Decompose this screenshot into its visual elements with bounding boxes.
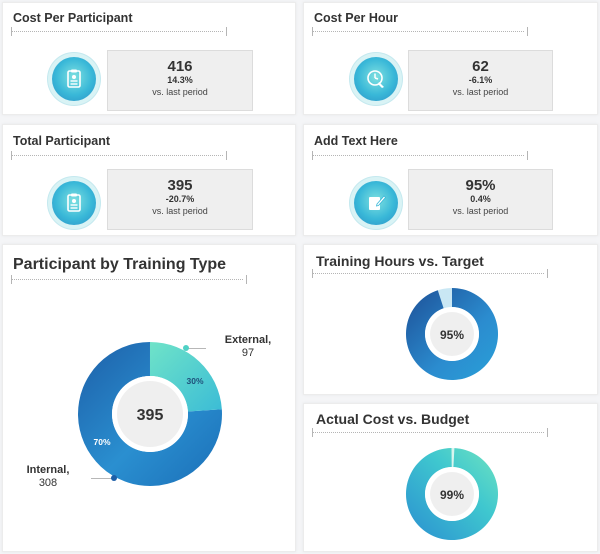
donut-center-value: 395 bbox=[137, 407, 164, 424]
donut-segment-external bbox=[150, 342, 222, 412]
donut-center-disc bbox=[117, 381, 183, 447]
kpi-subtext: vs. last period bbox=[152, 87, 208, 97]
external-label-name: External, bbox=[224, 334, 272, 346]
external-callout-dot bbox=[183, 345, 189, 351]
kpi-value: 395 bbox=[167, 177, 193, 194]
kpi-subtext: vs. last period bbox=[152, 206, 208, 216]
title-divider bbox=[11, 275, 247, 284]
kpi-title: Total Participant bbox=[13, 134, 111, 148]
title-divider bbox=[312, 428, 548, 437]
kpi-card-cost-per-hour: Cost Per Hour 62 -6.1% vs. last period bbox=[303, 2, 598, 115]
donut-segment-achieved bbox=[406, 288, 498, 380]
kpi-card-cost-per-participant: Cost Per Participant 416 14.3% vs. last … bbox=[2, 2, 296, 115]
external-pct-label: 30% bbox=[186, 376, 203, 386]
donut-center-disc bbox=[430, 472, 474, 516]
kpi-box: 395 -20.7% vs. last period bbox=[107, 169, 253, 230]
clock-hand-icon bbox=[354, 57, 398, 101]
kpi-title: Cost Per Hour bbox=[314, 11, 399, 25]
participant-donut-chart: 395 30% 70% bbox=[78, 342, 223, 487]
kpi-change: 14.3% bbox=[167, 75, 193, 85]
kpi-subtext: vs. last period bbox=[452, 206, 509, 216]
internal-pct-label: 70% bbox=[93, 437, 110, 447]
internal-label-name: Internal, bbox=[26, 464, 70, 476]
title-divider bbox=[312, 27, 528, 36]
internal-callout-dot bbox=[111, 475, 117, 481]
title-divider bbox=[11, 151, 227, 160]
donut-center-disc bbox=[430, 312, 474, 356]
donut-segment-actual bbox=[405, 448, 498, 540]
donut-center-value: 95% bbox=[440, 328, 464, 342]
kpi-change: -6.1% bbox=[468, 75, 493, 85]
kpi-box: 62 -6.1% vs. last period bbox=[408, 50, 553, 111]
kpi-subtext: vs. last period bbox=[452, 87, 509, 97]
kpi-change: 0.4% bbox=[470, 194, 491, 204]
chart-title: Actual Cost vs. Budget bbox=[316, 411, 470, 427]
training-hours-donut: 95% bbox=[406, 288, 498, 380]
kpi-title: Cost Per Participant bbox=[13, 11, 133, 25]
actual-cost-donut: 99% bbox=[405, 448, 498, 540]
kpi-box: 416 14.3% vs. last period bbox=[107, 50, 253, 111]
external-label: External, 97 bbox=[218, 334, 278, 360]
chart-title: Participant by Training Type bbox=[13, 256, 227, 273]
kpi-card-add-text: Add Text Here 95% 0.4% vs. last period bbox=[303, 124, 598, 236]
clipboard-icon bbox=[52, 181, 96, 225]
internal-callout-line bbox=[91, 478, 113, 479]
actual-cost-card: Actual Cost vs. Budget 99% bbox=[303, 403, 598, 552]
kpi-box: 95% 0.4% vs. last period bbox=[408, 169, 553, 230]
chart-title: Training Hours vs. Target bbox=[316, 253, 484, 269]
clipboard-icon bbox=[52, 57, 96, 101]
internal-label-value: 308 bbox=[38, 477, 58, 489]
kpi-title: Add Text Here bbox=[314, 134, 398, 148]
kpi-value: 62 bbox=[472, 58, 489, 75]
kpi-card-total-participant: Total Participant 395 -20.7% vs. last pe… bbox=[2, 124, 296, 236]
donut-center-value: 99% bbox=[440, 488, 464, 502]
notepad-pen-icon bbox=[354, 181, 398, 225]
title-divider bbox=[11, 27, 227, 36]
kpi-change: -20.7% bbox=[165, 194, 195, 204]
training-hours-card: Training Hours vs. Target 95% bbox=[303, 244, 598, 395]
participant-chart-card: Participant by Training Type 395 30% 70%… bbox=[2, 244, 296, 552]
internal-label: Internal, 308 bbox=[18, 464, 78, 490]
external-label-value: 97 bbox=[241, 347, 255, 359]
title-divider bbox=[312, 151, 528, 160]
donut-segment-internal bbox=[78, 342, 223, 487]
kpi-value: 416 bbox=[167, 58, 193, 75]
external-callout-line bbox=[186, 348, 206, 349]
kpi-value: 95% bbox=[465, 177, 496, 194]
title-divider bbox=[312, 269, 548, 278]
